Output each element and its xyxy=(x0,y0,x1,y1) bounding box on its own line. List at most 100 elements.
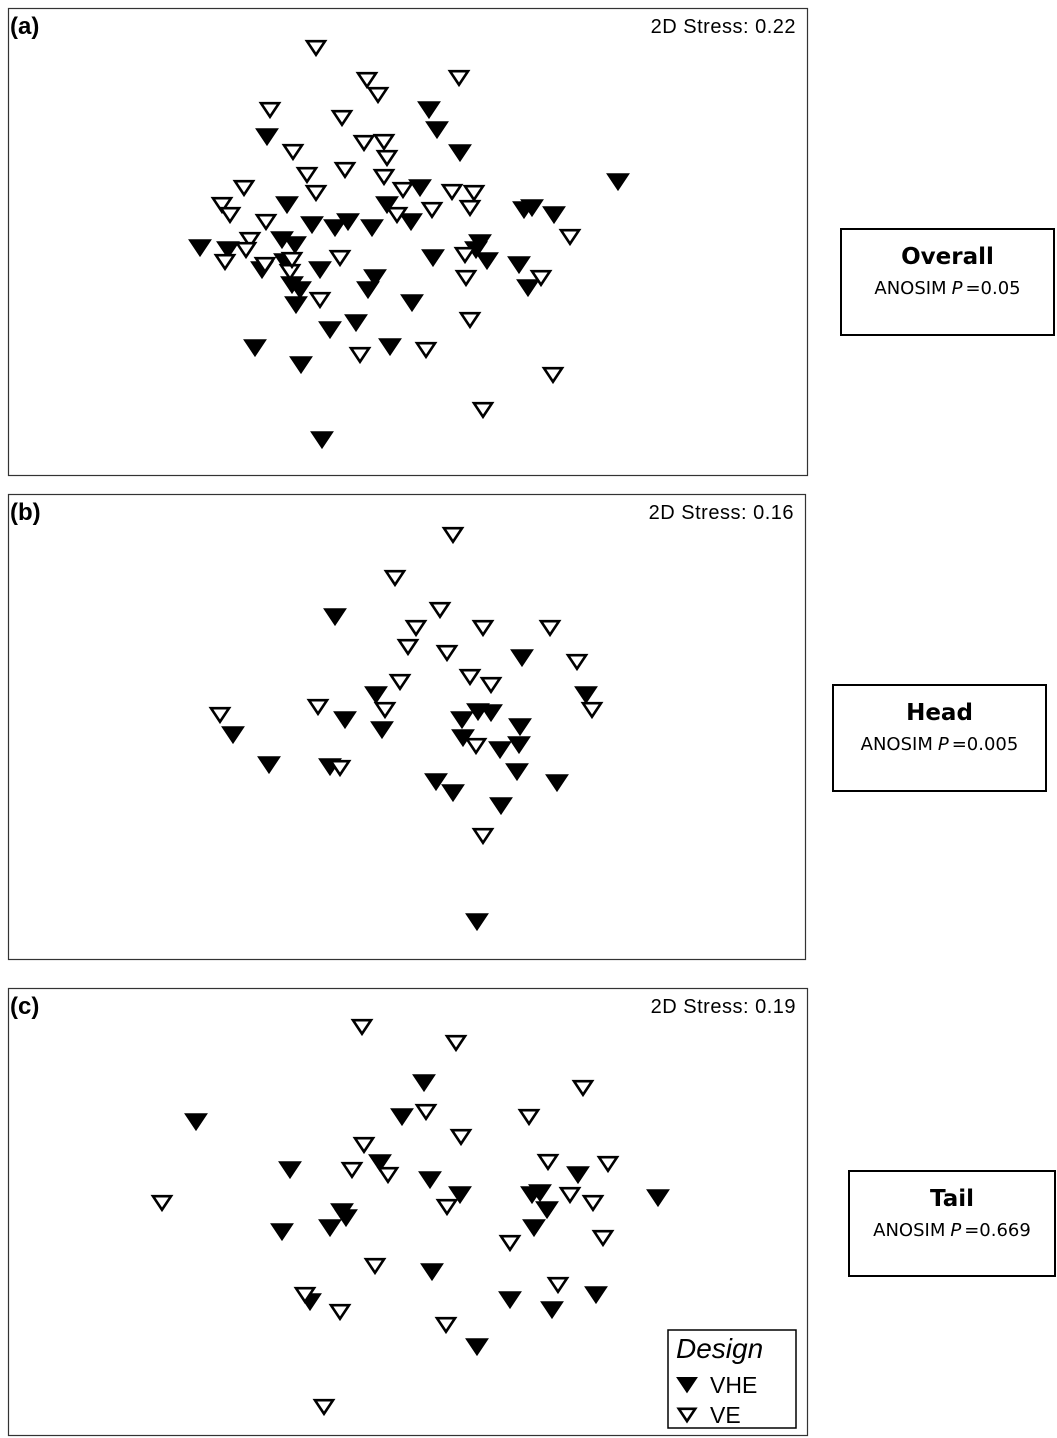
point xyxy=(210,196,234,215)
point xyxy=(462,184,486,203)
legend: Design VHE VE xyxy=(667,1329,797,1429)
point xyxy=(344,314,368,333)
test-name: ANOSIM xyxy=(860,734,933,755)
point xyxy=(284,296,308,315)
point xyxy=(255,128,279,147)
point xyxy=(281,143,305,162)
point xyxy=(536,1153,560,1172)
point xyxy=(333,161,357,180)
panel: (b) 2D Stress: 0.16 xyxy=(7,493,807,961)
test-name: ANOSIM xyxy=(874,278,947,299)
point xyxy=(293,1286,317,1305)
point xyxy=(471,401,495,420)
point xyxy=(444,1034,468,1053)
point xyxy=(465,913,489,932)
point xyxy=(318,321,342,340)
point xyxy=(208,706,232,725)
point xyxy=(565,653,589,672)
point xyxy=(270,1223,294,1242)
point xyxy=(424,773,448,792)
point xyxy=(399,213,423,232)
point xyxy=(522,1219,546,1238)
point xyxy=(352,1136,376,1155)
point xyxy=(372,168,396,187)
point xyxy=(465,1338,489,1357)
point xyxy=(448,144,472,163)
anosim-result: ANOSIM P =0.05 xyxy=(842,278,1053,299)
point xyxy=(535,1201,559,1220)
point xyxy=(370,721,394,740)
point xyxy=(257,756,281,775)
point xyxy=(318,1219,342,1238)
point xyxy=(440,183,464,202)
point xyxy=(435,644,459,663)
point xyxy=(458,668,482,687)
point xyxy=(517,1108,541,1127)
point xyxy=(375,149,399,168)
point xyxy=(508,718,532,737)
point xyxy=(471,827,495,846)
point xyxy=(408,179,432,198)
statistic: P xyxy=(950,1220,962,1241)
point xyxy=(507,256,531,275)
point xyxy=(253,256,277,275)
point xyxy=(372,133,396,152)
point xyxy=(529,269,553,288)
point xyxy=(404,619,428,638)
point xyxy=(328,759,352,778)
box-title: Head xyxy=(906,700,973,726)
point xyxy=(258,101,282,120)
point xyxy=(363,1257,387,1276)
point xyxy=(566,1166,590,1185)
point xyxy=(363,269,387,288)
point xyxy=(333,711,357,730)
point xyxy=(304,184,328,203)
plot-frame xyxy=(7,493,807,961)
legend-marker xyxy=(676,1377,698,1394)
point xyxy=(188,239,212,258)
point xyxy=(304,39,328,58)
point xyxy=(448,1186,472,1205)
legend-title: Design xyxy=(676,1333,763,1364)
point xyxy=(646,1189,670,1208)
point xyxy=(580,701,604,720)
result-value: =0.05 xyxy=(965,278,1021,299)
point xyxy=(308,291,332,310)
point xyxy=(238,231,262,250)
point xyxy=(288,281,312,300)
point xyxy=(581,1194,605,1213)
point xyxy=(520,199,544,218)
point xyxy=(216,241,240,260)
point xyxy=(184,1113,208,1132)
point xyxy=(571,1079,595,1098)
point xyxy=(323,608,347,627)
point xyxy=(454,269,478,288)
point xyxy=(558,1186,582,1205)
point xyxy=(414,341,438,360)
anosim-result: ANOSIM P =0.005 xyxy=(834,734,1045,755)
stress-annotation: 2D Stress: 0.22 xyxy=(651,16,796,38)
point xyxy=(464,737,488,756)
point xyxy=(289,356,313,375)
point xyxy=(330,109,354,128)
point xyxy=(234,241,258,260)
panel-label: (b) xyxy=(10,499,41,526)
point xyxy=(312,1398,336,1417)
point xyxy=(542,206,566,225)
box-title: Overall xyxy=(901,244,994,270)
point xyxy=(390,1108,414,1127)
stress-annotation: 2D Stress: 0.19 xyxy=(651,996,796,1018)
result-value: =0.669 xyxy=(964,1220,1031,1241)
point xyxy=(218,206,242,225)
point xyxy=(348,346,372,365)
point xyxy=(498,1291,522,1310)
point xyxy=(591,1229,615,1248)
point xyxy=(441,526,465,545)
point xyxy=(574,686,598,705)
point xyxy=(558,228,582,247)
point xyxy=(280,251,304,270)
point xyxy=(471,619,495,638)
point xyxy=(340,1161,364,1180)
point xyxy=(278,1161,302,1180)
